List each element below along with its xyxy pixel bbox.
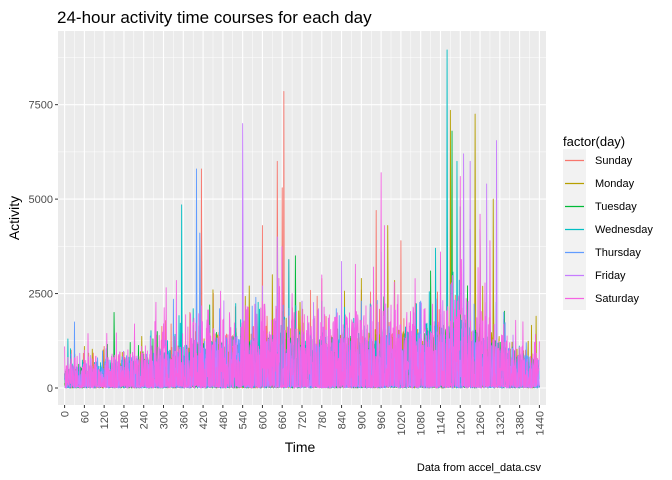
series-line-saturday <box>64 172 540 389</box>
x-tick-label: 840 <box>337 411 349 429</box>
legend-label-monday: Monday <box>595 178 635 190</box>
x-tick-label: 180 <box>119 411 131 429</box>
x-tick-labels: 0 60 120 180 240 300 360 420 480 540 600 660 720 780 8… <box>60 411 547 435</box>
x-tick-label: 720 <box>297 411 309 429</box>
x-tick-label: 1380 <box>515 411 527 435</box>
axis-ticks <box>55 104 540 408</box>
y-tick-label: 2500 <box>29 289 53 301</box>
x-tick-label: 120 <box>99 411 111 429</box>
x-tick-label: 1020 <box>396 411 408 435</box>
x-axis-title: Time <box>285 439 316 455</box>
legend-title: factor(day) <box>563 134 625 149</box>
legend-label-sunday: Sunday <box>595 155 633 167</box>
x-tick-label: 1080 <box>416 411 428 435</box>
series-layer <box>64 49 540 389</box>
x-tick-label: 900 <box>356 411 368 429</box>
y-tick-labels: 0 2500 5000 7500 <box>29 100 53 395</box>
legend-label-wednesday: Wednesday <box>595 224 653 236</box>
x-tick-label: 960 <box>376 411 388 429</box>
y-tick-label: 7500 <box>29 100 53 112</box>
x-tick-label: 300 <box>159 411 171 429</box>
x-tick-label: 240 <box>139 411 151 429</box>
x-tick-label: 0 <box>60 411 72 417</box>
legend: Sunday Monday Tuesday Wednesday Thursday Frid… <box>563 149 653 310</box>
y-axis-title: Activity <box>6 196 22 240</box>
x-tick-label: 420 <box>198 411 210 429</box>
x-tick-label: 60 <box>79 411 91 423</box>
x-tick-label: 360 <box>178 411 190 429</box>
x-tick-label: 1260 <box>475 411 487 435</box>
legend-label-friday: Friday <box>595 270 626 282</box>
x-tick-label: 540 <box>238 411 250 429</box>
legend-label-tuesday: Tuesday <box>595 201 637 213</box>
x-tick-label: 660 <box>277 411 289 429</box>
legend-label-thursday: Thursday <box>595 247 641 259</box>
y-tick-label: 5000 <box>29 194 53 206</box>
chart-title: 24-hour activity time courses for each d… <box>57 8 372 27</box>
y-tick-label: 0 <box>47 383 53 395</box>
legend-label-saturday: Saturday <box>595 293 640 305</box>
x-tick-label: 1440 <box>534 411 546 435</box>
x-tick-label: 1320 <box>495 411 507 435</box>
x-tick-label: 1200 <box>455 411 467 435</box>
x-tick-label: 1140 <box>435 411 447 435</box>
x-tick-label: 480 <box>218 411 230 429</box>
x-tick-label: 600 <box>257 411 269 429</box>
x-tick-label: 780 <box>317 411 329 429</box>
chart-caption: Data from accel_data.csv <box>417 462 542 474</box>
